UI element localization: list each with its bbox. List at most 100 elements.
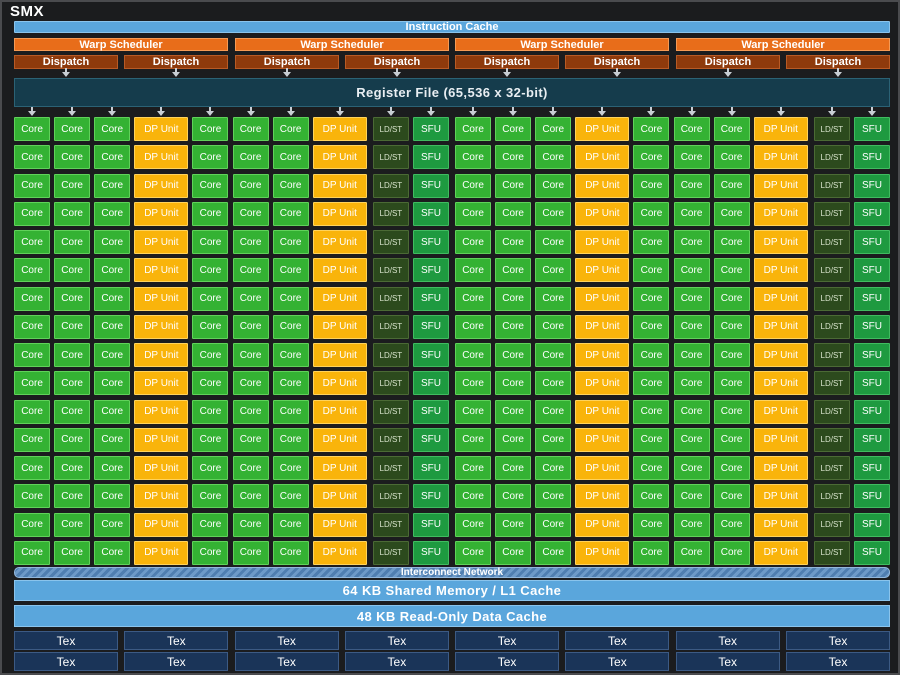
core-unit: Core — [192, 145, 229, 170]
dispatch-arrow-icon — [834, 68, 842, 77]
core-unit: Core — [713, 456, 750, 480]
dispatch-arrow-icon — [503, 68, 511, 77]
register-arrow-icon — [549, 107, 558, 116]
core-unit: Core — [495, 173, 532, 198]
core-unit: Core — [455, 399, 492, 424]
ldst-unit: LD/ST — [372, 173, 409, 198]
core-unit: Core — [94, 484, 131, 509]
dispatch-unit: Dispatch — [124, 55, 228, 69]
tex-unit: Tex — [455, 652, 560, 671]
core-unit: Core — [495, 540, 532, 565]
core-unit: Core — [94, 343, 131, 367]
core-unit: Core — [272, 343, 309, 367]
tex-unit: Tex — [344, 652, 449, 671]
sfu-unit: SFU — [412, 512, 449, 537]
core-unit: Core — [54, 117, 91, 141]
core-unit: Core — [713, 484, 750, 509]
tex-unit: Tex — [786, 652, 890, 671]
core-unit: Core — [535, 512, 572, 537]
dp-unit: DP Unit — [753, 484, 808, 509]
dp-unit: DP Unit — [312, 512, 367, 537]
core-unit: Core — [232, 399, 269, 424]
dp-unit: DP Unit — [134, 343, 189, 367]
dp-unit: DP Unit — [753, 145, 808, 170]
sfu-unit: SFU — [412, 484, 449, 509]
register-arrow-icon — [335, 107, 344, 116]
tex-unit: Tex — [124, 652, 229, 671]
core-unit: Core — [535, 286, 572, 311]
dp-unit: DP Unit — [312, 145, 367, 170]
core-unit: Core — [535, 540, 572, 565]
core-unit: Core — [54, 145, 91, 170]
register-arrow-icon — [206, 107, 215, 116]
dp-unit: DP Unit — [753, 117, 808, 141]
ldst-unit: LD/ST — [813, 399, 850, 424]
core-unit: Core — [14, 343, 51, 367]
core-unit: Core — [232, 230, 269, 254]
core-unit: Core — [54, 371, 91, 396]
tex-unit: Tex — [344, 631, 449, 650]
core-unit: Core — [272, 427, 309, 452]
core-unit: Core — [495, 484, 532, 509]
core-unit: Core — [673, 314, 710, 339]
sfu-unit: SFU — [853, 427, 890, 452]
core-unit: Core — [232, 145, 269, 170]
core-unit: Core — [192, 286, 229, 311]
core-unit: Core — [633, 230, 670, 254]
ldst-unit: LD/ST — [813, 286, 850, 311]
dp-unit: DP Unit — [753, 258, 808, 283]
dp-unit: DP Unit — [575, 117, 630, 141]
core-unit: Core — [713, 117, 750, 141]
dp-unit: DP Unit — [134, 484, 189, 509]
core-unit: Core — [94, 456, 131, 480]
core-unit: Core — [54, 484, 91, 509]
core-unit: Core — [633, 540, 670, 565]
core-unit: Core — [633, 371, 670, 396]
core-unit: Core — [495, 201, 532, 226]
core-unit: Core — [192, 399, 229, 424]
dp-unit: DP Unit — [312, 399, 367, 424]
dispatch-unit: Dispatch — [786, 55, 890, 69]
dispatch-unit: Dispatch — [455, 55, 559, 69]
core-unit: Core — [673, 371, 710, 396]
register-arrow-icon — [108, 107, 117, 116]
core-unit: Core — [455, 371, 492, 396]
dp-unit: DP Unit — [134, 399, 189, 424]
dp-unit: DP Unit — [312, 343, 367, 367]
dp-unit: DP Unit — [575, 371, 630, 396]
core-unit: Core — [94, 512, 131, 537]
core-unit: Core — [495, 399, 532, 424]
register-arrow-icon — [426, 107, 435, 116]
core-unit: Core — [232, 427, 269, 452]
sfu-unit: SFU — [412, 145, 449, 170]
sfu-unit: SFU — [412, 427, 449, 452]
dispatch-arrow-icon — [283, 68, 291, 77]
sfu-unit: SFU — [412, 314, 449, 339]
core-unit: Core — [455, 230, 492, 254]
core-unit: Core — [455, 286, 492, 311]
dp-unit: DP Unit — [312, 173, 367, 198]
dp-unit: DP Unit — [134, 286, 189, 311]
dp-unit: DP Unit — [753, 201, 808, 226]
warp-scheduler: Warp Scheduler — [235, 38, 449, 51]
sfu-unit: SFU — [412, 201, 449, 226]
dp-unit: DP Unit — [753, 399, 808, 424]
core-unit: Core — [633, 258, 670, 283]
dp-unit: DP Unit — [753, 286, 808, 311]
core-unit: Core — [232, 371, 269, 396]
core-unit: Core — [192, 456, 229, 480]
warp-scheduler: Warp Scheduler — [14, 38, 228, 51]
core-unit: Core — [272, 512, 309, 537]
dp-unit: DP Unit — [753, 427, 808, 452]
core-unit: Core — [272, 371, 309, 396]
core-unit: Core — [673, 145, 710, 170]
dp-unit: DP Unit — [575, 540, 630, 565]
dp-unit: DP Unit — [134, 540, 189, 565]
ldst-unit: LD/ST — [372, 117, 409, 141]
core-unit: Core — [713, 427, 750, 452]
core-unit: Core — [535, 230, 572, 254]
core-unit: Core — [192, 484, 229, 509]
core-unit: Core — [713, 512, 750, 537]
core-unit: Core — [633, 173, 670, 198]
